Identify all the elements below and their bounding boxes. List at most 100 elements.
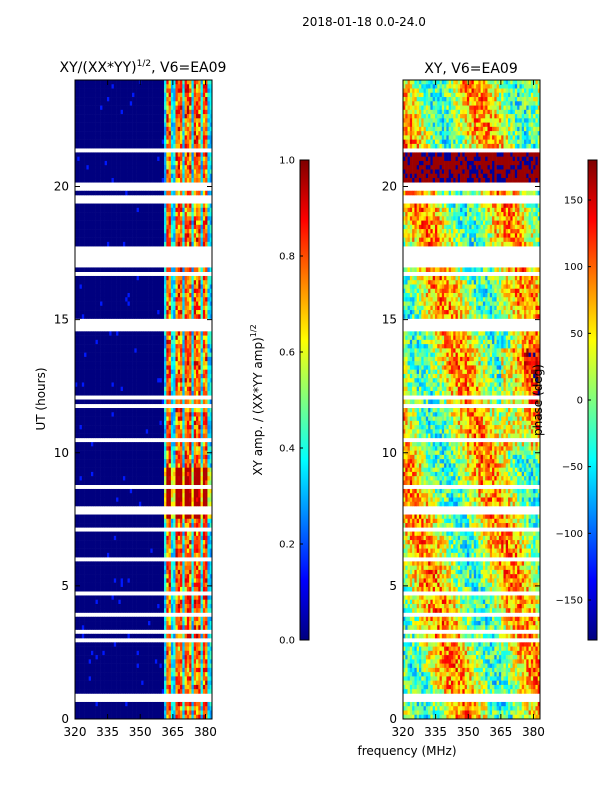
amplitude-cell [132, 229, 135, 234]
amplitude-cell [97, 454, 101, 460]
amplitude-cell [150, 131, 153, 136]
amplitude-cell [184, 131, 188, 136]
amplitude-cell [205, 80, 208, 85]
amplitude-cell [170, 450, 174, 456]
amplitude-cell [202, 224, 206, 230]
amplitude-cell [104, 454, 108, 460]
amplitude-cell [111, 314, 115, 319]
amplitude-cell [189, 241, 192, 247]
amplitude-cell [164, 390, 167, 396]
amplitude-cell [93, 131, 96, 136]
amplitude-cell [77, 501, 80, 507]
amplitude-cell [86, 344, 89, 349]
amplitude-cell [120, 301, 124, 307]
amplitude-cell [104, 412, 108, 417]
amplitude-cell [77, 84, 80, 89]
amplitude-cell [97, 233, 101, 238]
amplitude-cell [75, 356, 78, 362]
amplitude-cell [95, 203, 99, 209]
amplitude-cell [111, 97, 115, 102]
amplitude-cell [141, 399, 144, 405]
amplitude-cell [209, 297, 213, 302]
amplitude-cell [202, 369, 206, 375]
amplitude-cell [143, 356, 147, 362]
amplitude-cell [161, 310, 165, 315]
amplitude-cell [84, 169, 87, 175]
amplitude-cell [184, 361, 188, 366]
amplitude-cell [88, 114, 92, 119]
amplitude-cell [113, 429, 117, 434]
amplitude-cell [116, 344, 119, 349]
amplitude-cell [193, 433, 197, 439]
amplitude-cell [159, 476, 163, 481]
amplitude-cell [198, 476, 201, 481]
amplitude-cell [97, 429, 101, 434]
amplitude-cell [145, 493, 149, 498]
amplitude-cell [161, 514, 165, 520]
amplitude-cell [161, 314, 165, 319]
amplitude-cell [84, 131, 87, 136]
amplitude-cell [86, 297, 89, 302]
amplitude-cell [159, 152, 163, 157]
amplitude-cell [186, 454, 190, 460]
amplitude-cell [170, 471, 174, 477]
amplitude-cell [81, 288, 85, 294]
amplitude-cell [132, 190, 135, 196]
amplitude-cell [180, 301, 183, 307]
amplitude-cell [86, 493, 89, 498]
amplitude-cell [166, 446, 169, 451]
amplitude-cell [141, 152, 144, 157]
amplitude-cell [102, 173, 105, 179]
amplitude-cell [141, 220, 144, 226]
amplitude-cell [104, 365, 108, 370]
amplitude-cell [113, 173, 117, 179]
amplitude-cell [136, 454, 140, 460]
amplitude-cell [198, 305, 201, 311]
amplitude-cell [77, 135, 80, 140]
amplitude-cell [145, 429, 149, 434]
amplitude-cell [209, 476, 213, 481]
amplitude-cell [143, 488, 147, 494]
amplitude-cell [182, 109, 185, 115]
amplitude-cell [177, 356, 181, 362]
amplitude-cell [129, 412, 133, 417]
amplitude-cell [90, 114, 94, 119]
amplitude-cell [180, 463, 183, 468]
amplitude-cell [134, 297, 137, 302]
amplitude-cell [186, 382, 190, 388]
amplitude-cell [122, 373, 126, 379]
amplitude-cell [141, 165, 144, 170]
amplitude-cell [145, 480, 149, 485]
amplitude-cell [109, 88, 112, 94]
amplitude-cell [118, 241, 121, 247]
amplitude-cell [75, 97, 78, 102]
amplitude-cell [95, 514, 99, 520]
amplitude-cell [100, 335, 103, 341]
amplitude-cell [118, 97, 121, 102]
amplitude-cell [207, 463, 211, 468]
amplitude-cell [104, 344, 108, 349]
amplitude-cell [150, 275, 153, 281]
amplitude-cell [200, 382, 204, 388]
amplitude-cell [120, 80, 124, 85]
amplitude-cell [191, 143, 195, 149]
amplitude-cell [145, 514, 149, 520]
amplitude-cell [77, 373, 80, 379]
amplitude-cell [116, 126, 119, 132]
amplitude-cell [106, 386, 110, 392]
amplitude-cell [189, 216, 192, 221]
amplitude-cell [84, 463, 87, 468]
amplitude-cell [136, 139, 140, 145]
amplitude-cell [122, 275, 126, 281]
amplitude-cell [150, 314, 153, 319]
amplitude-cell [95, 156, 99, 162]
amplitude-cell [159, 135, 163, 140]
amplitude-cell [134, 344, 137, 349]
amplitude-cell [120, 126, 124, 132]
amplitude-cell [180, 160, 183, 166]
amplitude-cell [184, 126, 188, 132]
amplitude-cell [84, 139, 87, 145]
amplitude-cell [145, 331, 149, 336]
amplitude-cell [154, 122, 158, 128]
amplitude-cell [86, 348, 89, 353]
